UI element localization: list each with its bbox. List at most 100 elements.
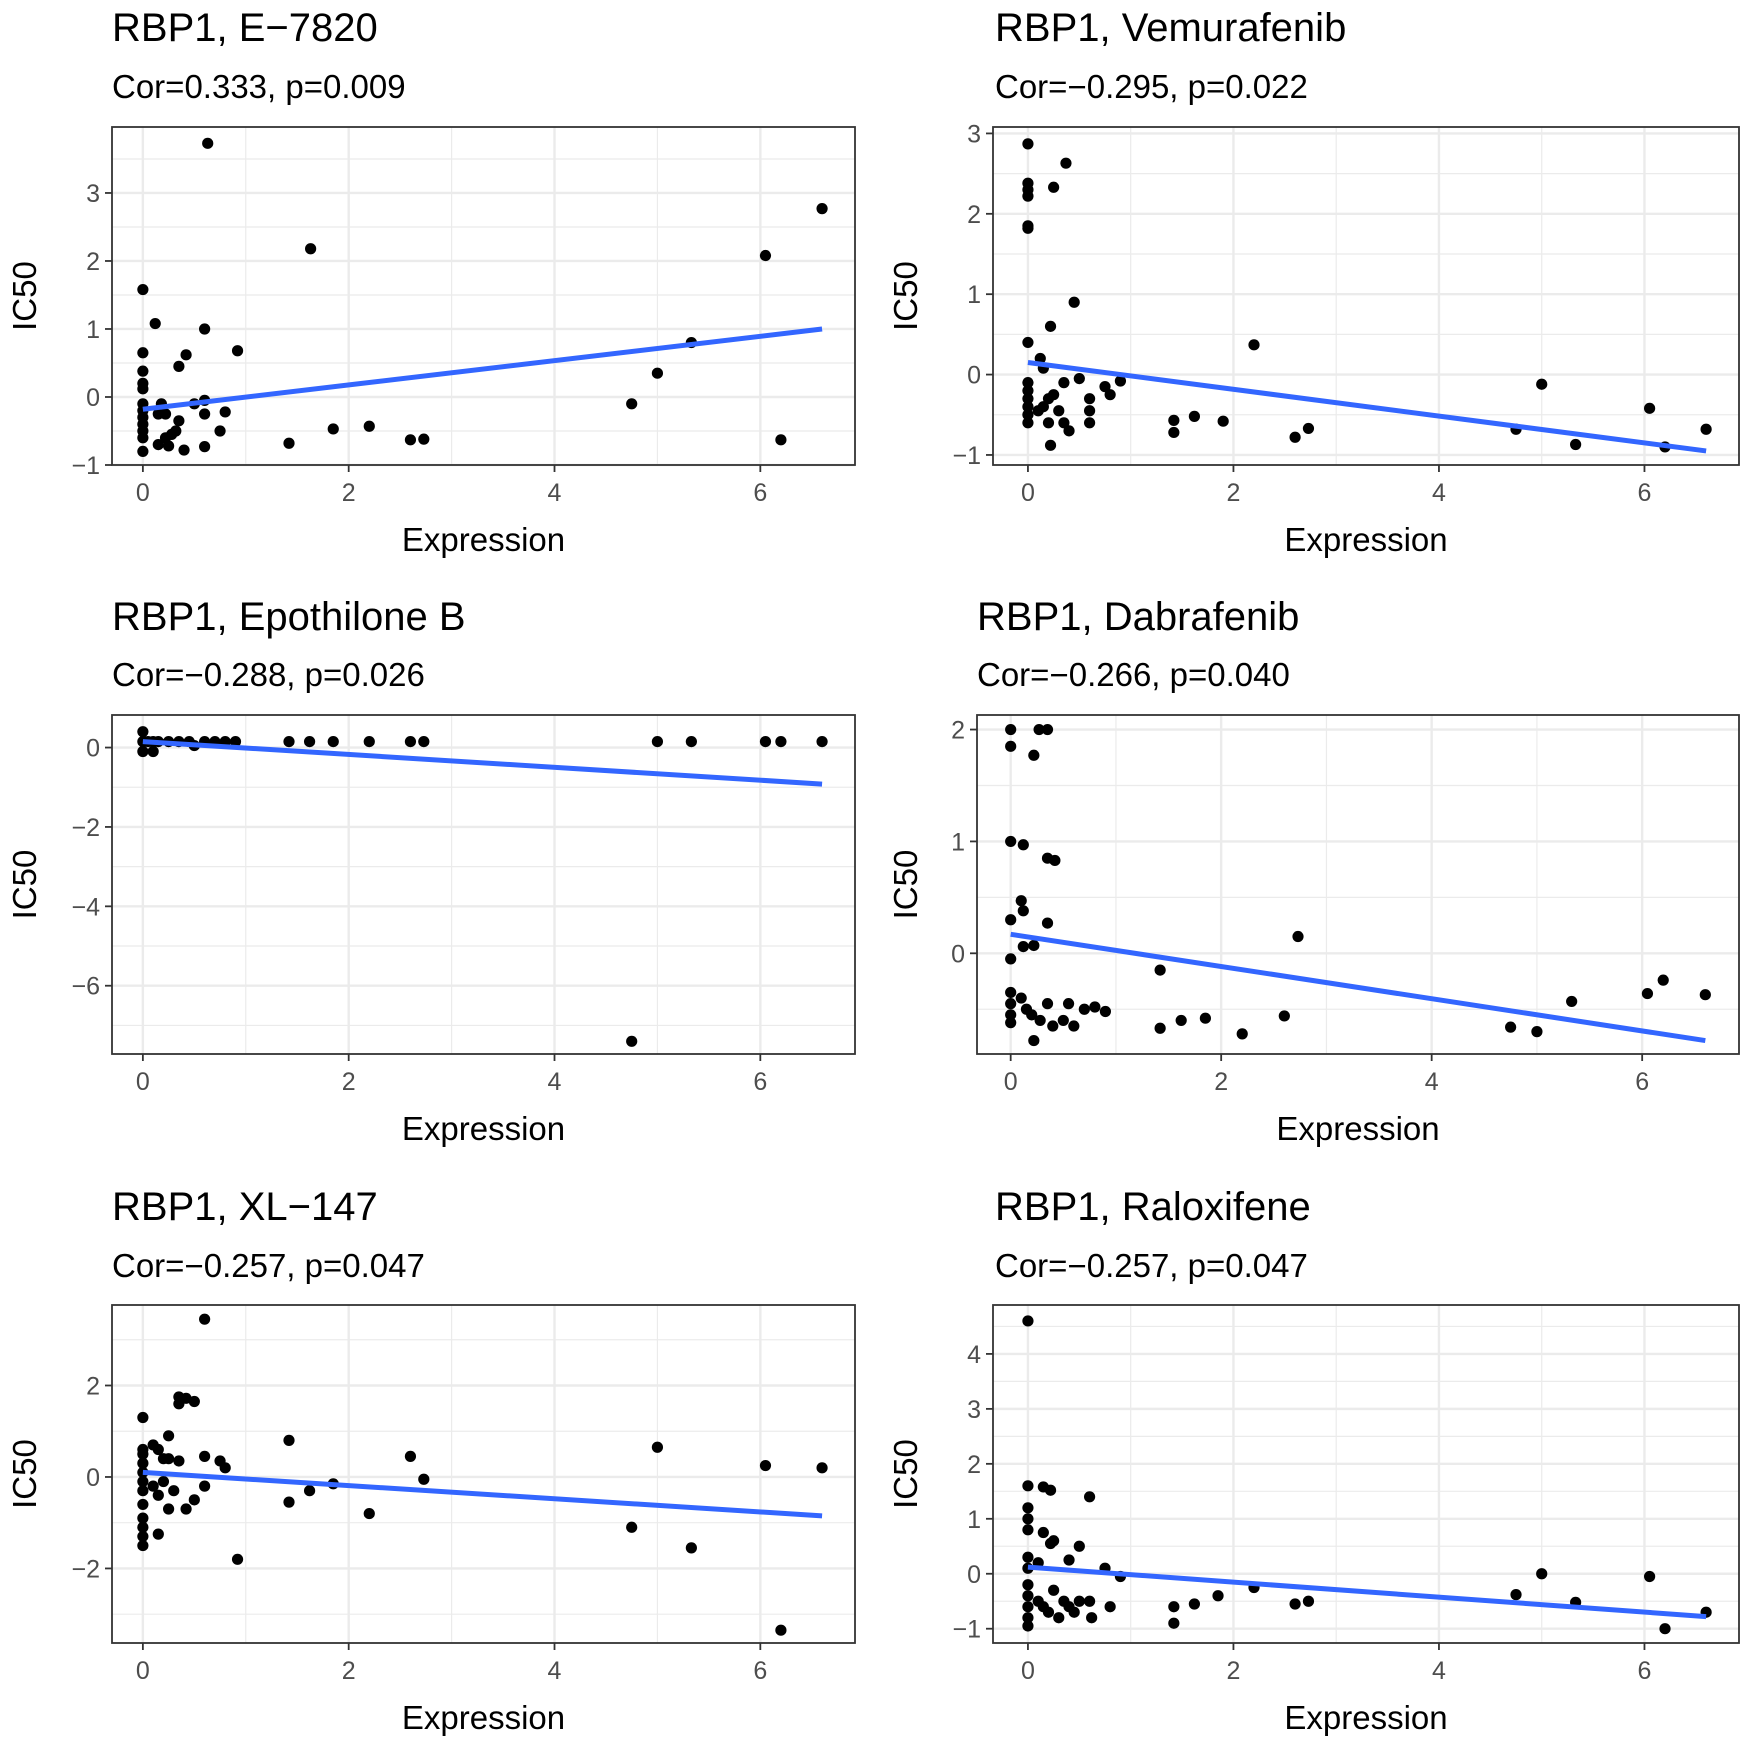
- data-point: [1041, 917, 1054, 929]
- data-point: [1114, 375, 1127, 387]
- data-point: [1289, 431, 1301, 443]
- x-tick-label: 2: [342, 1068, 356, 1096]
- data-point: [1083, 417, 1096, 429]
- x-tick-label: 6: [753, 1068, 767, 1096]
- data-point: [1302, 1595, 1315, 1607]
- y-axis-label: IC50: [887, 261, 924, 331]
- plot-background: [112, 715, 855, 1054]
- data-point: [1057, 1014, 1069, 1027]
- data-point: [152, 1443, 164, 1456]
- data-point: [1022, 1315, 1034, 1327]
- data-point: [1044, 320, 1057, 332]
- panel-subtitle: Cor=−0.295, p=0.022: [995, 68, 1308, 105]
- data-point: [1005, 835, 1017, 848]
- data-point: [651, 735, 664, 748]
- data-point: [1168, 1601, 1180, 1613]
- data-point: [1005, 740, 1017, 752]
- panel-border: [992, 126, 1740, 466]
- data-point: [1505, 1021, 1517, 1033]
- data-point: [685, 735, 697, 748]
- data-point: [303, 1485, 316, 1497]
- data-point: [1068, 1020, 1080, 1032]
- data-point: [1058, 417, 1070, 429]
- data-point: [1042, 1606, 1055, 1618]
- data-point: [1005, 1017, 1017, 1029]
- y-tick-label: 2: [951, 717, 965, 745]
- y-tick-label: 1: [951, 828, 965, 856]
- regression-line: [142, 326, 823, 412]
- panel-title: RBP1, XL−147: [112, 1185, 378, 1229]
- plot-background: [112, 127, 855, 465]
- x-tick-label: 6: [753, 479, 767, 507]
- data-point: [229, 735, 242, 748]
- data-point: [1068, 296, 1080, 308]
- data-point: [137, 1530, 149, 1543]
- panel-subtitle: Cor=−0.266, p=0.040: [977, 656, 1290, 693]
- data-point: [231, 1553, 244, 1565]
- regression-line: [142, 1469, 823, 1519]
- scatter-panel: RBP1, Raloxifene Cor=−0.257, p=0.047 0 2 4 6 −…: [887, 1185, 1740, 1736]
- data-point: [1700, 423, 1712, 435]
- x-tick-label: 6: [1638, 479, 1652, 507]
- data-point: [1037, 1526, 1049, 1539]
- data-point: [231, 345, 244, 357]
- regression-line: [142, 739, 823, 787]
- panel-title: RBP1, Epothilone B: [112, 595, 466, 639]
- data-point: [1048, 389, 1060, 401]
- data-point: [1083, 1491, 1096, 1503]
- data-point: [1073, 372, 1085, 385]
- x-tick-label: 4: [1425, 1068, 1439, 1096]
- data-point: [1644, 1570, 1656, 1583]
- panel-title: RBP1, Raloxifene: [995, 1185, 1311, 1229]
- plot-background: [977, 715, 1739, 1054]
- data-point: [1048, 181, 1060, 193]
- data-point: [759, 249, 772, 262]
- data-point: [327, 735, 339, 748]
- data-point: [1099, 381, 1111, 393]
- y-tick-label: −6: [71, 973, 100, 1001]
- y-axis-label: IC50: [6, 850, 43, 920]
- data-point: [1042, 417, 1055, 429]
- data-point: [162, 1503, 175, 1515]
- data-point: [1073, 1540, 1085, 1552]
- x-tick-label: 4: [548, 1657, 562, 1685]
- data-point: [168, 1485, 180, 1497]
- data-point: [1022, 1502, 1034, 1514]
- data-point: [1175, 1014, 1187, 1027]
- x-tick-label: 6: [1635, 1068, 1649, 1096]
- data-point: [1022, 1612, 1034, 1624]
- panel-subtitle: Cor=−0.257, p=0.047: [112, 1247, 425, 1284]
- data-point: [137, 1521, 149, 1533]
- data-point: [816, 1462, 828, 1474]
- data-point: [305, 243, 317, 255]
- data-point: [1005, 986, 1017, 999]
- x-tick-label: 2: [1214, 1068, 1228, 1096]
- x-tick-label: 4: [548, 479, 562, 507]
- data-point: [1048, 1584, 1060, 1596]
- data-point: [137, 365, 149, 377]
- data-point: [137, 383, 149, 395]
- data-point: [137, 1448, 149, 1460]
- data-point: [1022, 1601, 1034, 1613]
- data-point: [363, 420, 375, 432]
- data-point: [1104, 389, 1116, 401]
- data-point: [1063, 425, 1075, 437]
- data-point: [1086, 1612, 1098, 1624]
- data-point: [1022, 1513, 1034, 1525]
- data-point: [685, 1542, 697, 1554]
- data-point: [816, 203, 828, 215]
- data-point: [1022, 1480, 1034, 1492]
- data-point: [1022, 377, 1034, 389]
- y-tick-label: 1: [967, 281, 981, 309]
- x-tick-label: 6: [1638, 1657, 1652, 1685]
- panel-border: [111, 714, 856, 1055]
- data-point: [418, 1473, 430, 1485]
- y-axis-label: IC50: [887, 1439, 924, 1509]
- regression-line: [1027, 1564, 1707, 1620]
- data-point: [1570, 438, 1582, 451]
- data-point: [1022, 409, 1034, 421]
- y-tick-label: 1: [967, 1506, 981, 1534]
- data-point: [157, 1475, 170, 1488]
- data-point: [1188, 1598, 1200, 1610]
- data-point: [219, 406, 231, 418]
